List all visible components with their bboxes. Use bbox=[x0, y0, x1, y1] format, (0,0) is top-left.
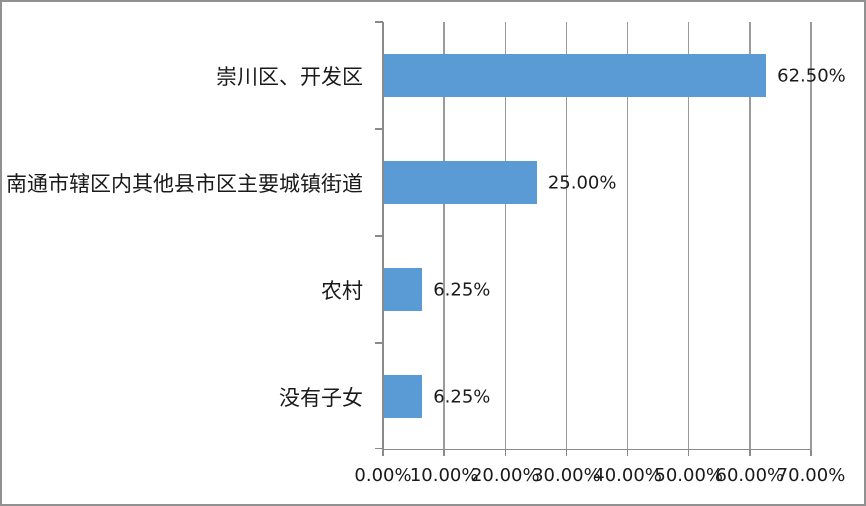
gridline bbox=[749, 22, 751, 450]
x-axis-line bbox=[383, 448, 811, 450]
data-label: 62.50% bbox=[777, 65, 846, 86]
x-axis-tick-label: 0.00% bbox=[354, 465, 412, 486]
y-axis-tick bbox=[375, 235, 383, 237]
data-label: 25.00% bbox=[547, 172, 617, 193]
x-axis-tick-label: 20.00% bbox=[470, 465, 540, 486]
bar bbox=[384, 161, 537, 204]
x-axis-tick-label: 50.00% bbox=[654, 465, 724, 486]
bar bbox=[384, 268, 423, 311]
bar bbox=[384, 54, 767, 97]
x-axis-tick bbox=[565, 450, 568, 456]
gridline bbox=[565, 22, 568, 450]
x-axis-tick bbox=[687, 450, 690, 456]
x-axis-tick-label: 10.00% bbox=[409, 465, 479, 486]
y-axis-tick bbox=[375, 128, 383, 130]
gridline bbox=[504, 22, 507, 450]
plot-area: 62.50% 25.00% 6.25% 6.25% bbox=[375, 21, 846, 456]
y-axis-tick bbox=[375, 342, 383, 344]
x-axis-tick-label: 60.00% bbox=[715, 465, 785, 486]
x-axis-tick-label: 30.00% bbox=[532, 465, 601, 486]
x-axis-tick-label: 70.00% bbox=[776, 465, 846, 486]
bar bbox=[384, 375, 423, 418]
category-axis: 崇川区、开发区南通市辖区内其他县市区主要城镇街道农村没有子女 bbox=[2, 22, 363, 450]
gridline bbox=[687, 22, 690, 450]
x-axis-tick bbox=[504, 450, 507, 456]
gridline bbox=[626, 22, 629, 450]
value-axis: 0.00% 10.00% 20.00% 30.00% 40.00% 50.00% 60.00… bbox=[2, 464, 864, 494]
x-axis-tick bbox=[382, 450, 384, 456]
category-label: 农村 bbox=[321, 278, 363, 303]
y-axis-line bbox=[382, 22, 384, 450]
gridline bbox=[443, 22, 445, 450]
category-label: 南通市辖区内其他县市区主要城镇街道 bbox=[6, 171, 363, 196]
y-axis-tick bbox=[375, 21, 383, 23]
x-axis-tick bbox=[810, 450, 812, 456]
gridline bbox=[810, 22, 812, 450]
category-label: 崇川区、开发区 bbox=[216, 64, 363, 89]
x-axis-tick bbox=[443, 450, 445, 456]
x-axis-tick bbox=[626, 450, 629, 456]
data-label: 6.25% bbox=[433, 386, 491, 407]
x-axis-tick-label: 40.00% bbox=[593, 465, 662, 486]
x-axis-tick bbox=[749, 450, 751, 456]
y-axis-tick bbox=[375, 447, 383, 450]
category-label: 没有子女 bbox=[279, 385, 363, 410]
data-label: 6.25% bbox=[433, 279, 491, 300]
